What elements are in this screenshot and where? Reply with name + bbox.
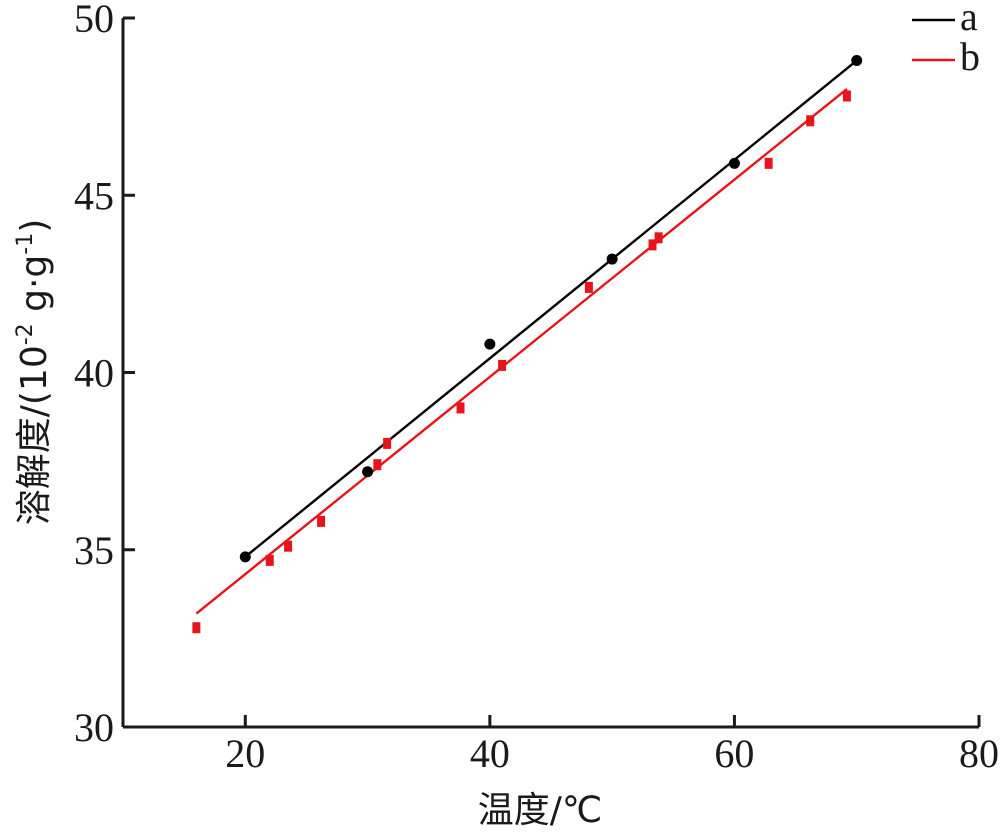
y-tick-label: 35 bbox=[74, 528, 114, 573]
x-tick-label: 60 bbox=[714, 731, 754, 776]
x-tick-label: 20 bbox=[225, 731, 265, 776]
point-b bbox=[654, 232, 663, 244]
point-a bbox=[484, 338, 496, 350]
y-tick-label: 50 bbox=[74, 0, 114, 41]
legend-label-b: b bbox=[960, 34, 980, 79]
fit-lines bbox=[195, 59, 858, 615]
point-b bbox=[456, 402, 465, 414]
point-b bbox=[192, 622, 201, 634]
point-b bbox=[317, 515, 326, 527]
point-a bbox=[606, 253, 618, 265]
x-tick-label: 80 bbox=[959, 731, 999, 776]
point-b bbox=[498, 359, 507, 371]
y-axis-title: 溶解度/(10-2 g·g-1) bbox=[13, 219, 55, 526]
point-b bbox=[284, 540, 293, 552]
fit-line-b bbox=[195, 87, 848, 615]
legend-label-a: a bbox=[960, 0, 978, 39]
point-b bbox=[373, 459, 382, 471]
y-tick-label: 45 bbox=[74, 173, 114, 218]
point-a bbox=[362, 466, 374, 478]
point-b bbox=[806, 115, 815, 127]
y-axis-title-exp1: -2 bbox=[13, 323, 38, 345]
data-points bbox=[192, 55, 863, 634]
point-b bbox=[383, 437, 392, 449]
point-a bbox=[728, 157, 740, 169]
y-axis-title-exp2: -1 bbox=[13, 233, 38, 255]
point-a bbox=[239, 551, 251, 563]
point-b bbox=[648, 239, 657, 251]
y-axis-title-mid: g·g bbox=[14, 255, 55, 324]
x-axis-title: 温度/℃ bbox=[478, 790, 603, 831]
point-b bbox=[764, 157, 773, 169]
y-axis-title-main: 溶解度/(10 bbox=[14, 345, 55, 525]
point-b bbox=[584, 281, 593, 293]
x-tick-label: 40 bbox=[470, 731, 510, 776]
y-tick-label: 30 bbox=[74, 705, 114, 750]
point-b bbox=[265, 554, 274, 566]
y-axis-title-end: ) bbox=[14, 219, 55, 233]
legend: ab bbox=[912, 0, 980, 79]
x-ticks: 20 40 60 80 bbox=[225, 715, 999, 776]
point-a bbox=[851, 55, 863, 67]
y-tick-label: 40 bbox=[74, 351, 114, 396]
fit-line-a bbox=[244, 59, 858, 558]
point-b bbox=[842, 90, 851, 102]
y-ticks: 30 35 40 45 50 bbox=[74, 0, 135, 750]
axes bbox=[121, 18, 979, 729]
